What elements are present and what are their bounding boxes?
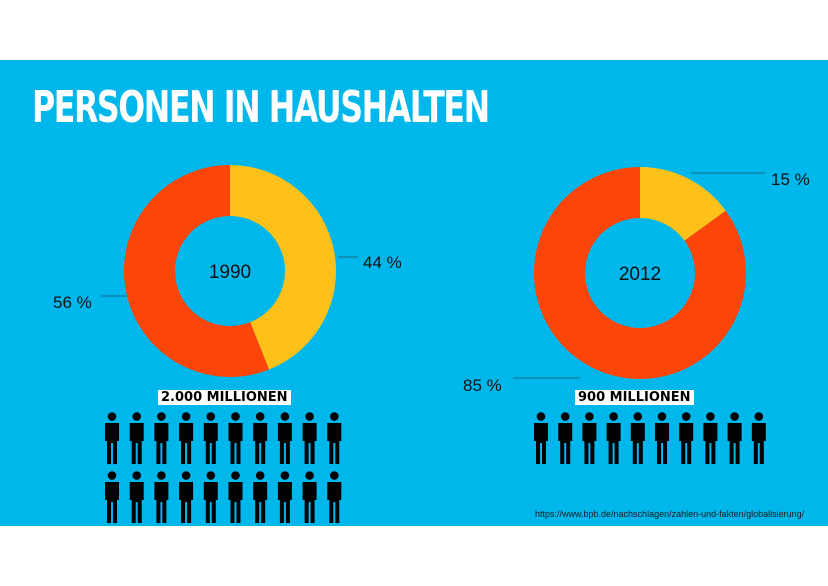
person-icon (606, 412, 621, 464)
person-icon (727, 412, 742, 464)
person-icon (630, 412, 645, 464)
page-title: PERSONEN IN HAUSHALTEN (32, 82, 490, 133)
donut-slice-1990-0 (230, 165, 337, 370)
donut-slice-2012-1 (534, 167, 746, 380)
source-link[interactable]: https://www.bpb.de/nachschlagen/zahlen-u… (535, 509, 805, 519)
person-icon (228, 412, 243, 464)
person-icon (277, 412, 292, 464)
person-icon (129, 471, 144, 523)
person-icon (154, 471, 169, 523)
person-icon (203, 412, 218, 464)
person-icon (129, 412, 144, 464)
slice-label-1990-1: 56 % (53, 293, 92, 312)
person-icon (703, 412, 718, 464)
person-icon (154, 412, 169, 464)
person-icon (302, 412, 317, 464)
person-icon (534, 412, 548, 464)
person-icon (655, 412, 669, 464)
person-icon (558, 412, 573, 464)
donut-charts: 44 % 56 % 1990 15 % 85 % 2012 (53, 165, 810, 523)
person-icon (253, 412, 268, 464)
slice-label-1990-0: 44 % (363, 253, 402, 272)
person-icon (679, 412, 694, 464)
person-icon (327, 412, 342, 464)
population-label-2012: 900 MILLIONEN (575, 390, 694, 405)
person-icon (179, 471, 194, 523)
slice-label-2012-1: 85 % (463, 376, 502, 395)
person-icon (105, 471, 119, 523)
person-icon (751, 412, 766, 464)
donut-slice-2012-0 (640, 167, 726, 241)
infographic-panel: PERSONEN IN HAUSHALTEN 44 % 56 % 1990 15 % 8… (0, 60, 828, 526)
person-icon (105, 412, 119, 464)
population-label-1990: 2.000 MILLIONEN (158, 390, 291, 405)
person-icon (277, 471, 292, 523)
slice-label-2012-0: 15 % (771, 170, 810, 189)
person-icon (179, 412, 194, 464)
year-label-1990: 1990 (209, 262, 251, 283)
year-label-2012: 2012 (619, 264, 661, 285)
person-icon (582, 412, 597, 464)
person-icon (253, 471, 268, 523)
person-icon (327, 471, 342, 523)
person-icon (228, 471, 243, 523)
person-icon (203, 471, 218, 523)
donut-slice-1990-1 (124, 165, 270, 377)
person-icon (302, 471, 317, 523)
